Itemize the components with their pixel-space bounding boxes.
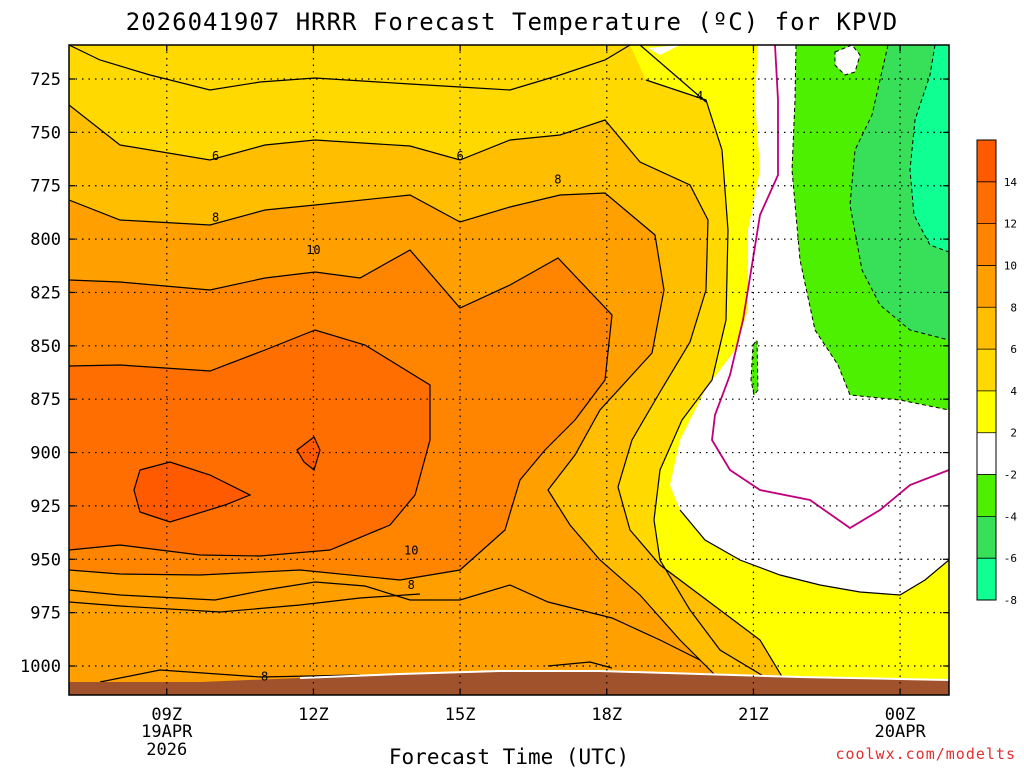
colorbar-label: 10 <box>1004 259 1017 272</box>
colorbar-label: -8 <box>1004 594 1017 607</box>
colorbar-label: -6 <box>1004 552 1017 565</box>
contour-label: 10 <box>306 243 320 257</box>
y-tick-label: 750 <box>30 123 61 143</box>
x-tick-label: 00Z <box>885 705 916 725</box>
zero-isotherm <box>711 45 949 530</box>
temperature-field <box>69 45 949 695</box>
colorbar: 14 12 10 8 6 4 2 -2 -4 -6 -8 <box>976 139 1018 607</box>
colorbar-swatch <box>977 474 996 517</box>
x-tick-label: 18Z <box>591 705 622 725</box>
colorbar-label: 4 <box>1010 385 1017 398</box>
band-hole <box>835 45 860 75</box>
x-tick-label: 09Z <box>151 705 182 725</box>
colorbar-swatch <box>977 181 996 224</box>
y-axis: 725 750 775 800 825 850 875 900 925 950 975 1000 <box>20 70 949 677</box>
x-tick-year: 2026 <box>146 740 187 760</box>
chart-title: 2026041907 HRRR Forecast Temperature (ºC… <box>126 8 898 36</box>
ground-edge <box>299 670 949 681</box>
x-tick-label: 12Z <box>298 705 329 725</box>
y-tick-label: 775 <box>30 177 61 197</box>
colorbar-label: 14 <box>1004 176 1018 189</box>
band-minus8-minus6 <box>910 45 949 252</box>
band-14-16-small <box>297 437 320 470</box>
colorbar-label: 6 <box>1010 343 1017 356</box>
credit-text[interactable]: coolwx.com/modelts <box>835 745 1016 763</box>
y-tick-label: 800 <box>30 230 61 250</box>
colorbar-swatch <box>977 140 996 182</box>
contour-label: 8 <box>554 172 561 186</box>
colorbar-swatch <box>977 558 996 600</box>
plot-frame <box>68 44 950 696</box>
contour-label: 6 <box>212 149 219 163</box>
contour-lines-dashed <box>750 45 949 411</box>
colorbar-label: -2 <box>1004 469 1017 482</box>
x-tick-date: 19APR <box>141 722 193 742</box>
grid <box>69 45 949 695</box>
colorbar-swatch <box>977 390 996 433</box>
contour-label: 4 <box>696 89 703 103</box>
band-notch <box>648 45 680 55</box>
x-tick-label: 15Z <box>445 705 476 725</box>
colorbar-swatch <box>977 516 996 559</box>
y-tick-label: 950 <box>30 550 61 570</box>
contour-label: 8 <box>261 670 268 684</box>
y-tick-label: 850 <box>30 337 61 357</box>
contour-label: 10 <box>404 544 418 558</box>
x-axis-label: Forecast Time (UTC) <box>389 745 629 768</box>
colorbar-swatch <box>977 265 996 308</box>
x-tick-label: 21Z <box>738 705 769 725</box>
contour-lines <box>69 45 949 691</box>
y-tick-label: 725 <box>30 70 61 90</box>
colorbar-label: 12 <box>1004 218 1017 231</box>
colorbar-label: 2 <box>1010 427 1017 440</box>
colorbar-swatch <box>977 349 996 391</box>
ground <box>69 671 949 695</box>
contour-label: 8 <box>212 211 219 225</box>
colorbar-swatch <box>977 223 996 266</box>
colorbar-label: 8 <box>1010 301 1017 314</box>
contour-labels: 6 6 4 8 8 10 10 8 8 <box>212 89 703 684</box>
y-tick-label: 875 <box>30 390 61 410</box>
band-sliver <box>751 340 758 395</box>
x-tick-date: 20APR <box>875 722 927 742</box>
colorbar-swatch <box>977 432 996 475</box>
y-tick-label: 975 <box>30 604 61 624</box>
band-14-16 <box>134 462 250 522</box>
y-tick-label: 925 <box>30 497 61 517</box>
contour-label: 6 <box>456 149 463 163</box>
y-tick-label: 825 <box>30 283 61 303</box>
colorbar-swatch <box>977 307 996 350</box>
y-tick-label: 900 <box>30 444 61 464</box>
y-tick-label: 1000 <box>20 657 61 677</box>
colorbar-label: -4 <box>1004 510 1018 523</box>
contour-label: 8 <box>408 578 415 592</box>
band-minus2-2 <box>670 45 949 595</box>
